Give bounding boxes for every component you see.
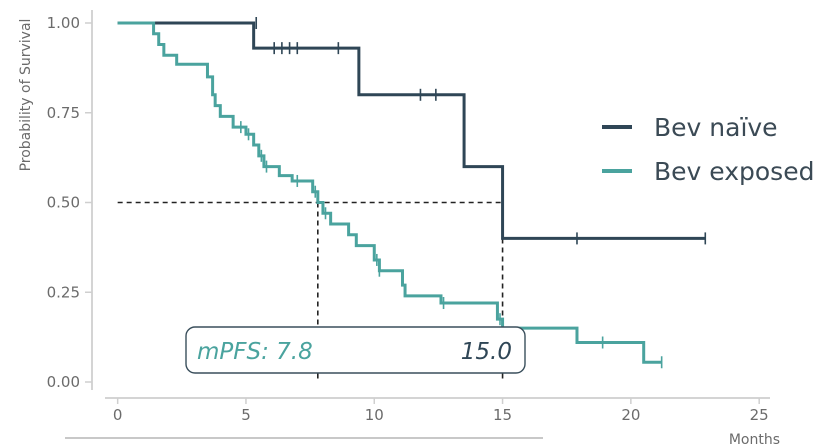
y-tick-label: 0.50 [47,194,80,212]
x-tick-label: 20 [621,406,640,424]
x-tick-label: 15 [493,406,512,424]
y-tick-label: 0.75 [47,104,80,122]
y-tick-label: 0.00 [47,373,80,391]
km-curve-bev-naive [117,21,706,240]
legend-label: Bev naïve [654,113,778,142]
legend: Bev naïve Bev exposed [602,113,814,186]
annotation-mpfs-bev-naive: 15.0 [461,339,512,365]
annotation-mpfs-bev-exposed: mPFS: 7.8 [197,339,313,365]
y-tick-label: 1.00 [47,14,80,32]
x-tick-label: 25 [750,406,769,424]
series-layer [117,17,707,369]
x-tick-label: 10 [365,406,384,424]
legend-label: Bev exposed [654,157,814,186]
y-axis-title: Probability of Survival [18,19,34,172]
annotation-box [185,326,526,374]
x-tick-label: 0 [113,406,123,424]
x-axis-title: Months [729,432,780,448]
km-curve-bev-exposed [117,21,662,364]
mpfs-annotation: mPFS: 7.8 15.0 [185,326,526,374]
x-tick-label: 5 [241,406,251,424]
y-tick-label: 0.25 [47,283,80,301]
axes: 0.00 0.25 0.50 0.75 1.00 0 5 10 15 20 25 [47,10,770,439]
